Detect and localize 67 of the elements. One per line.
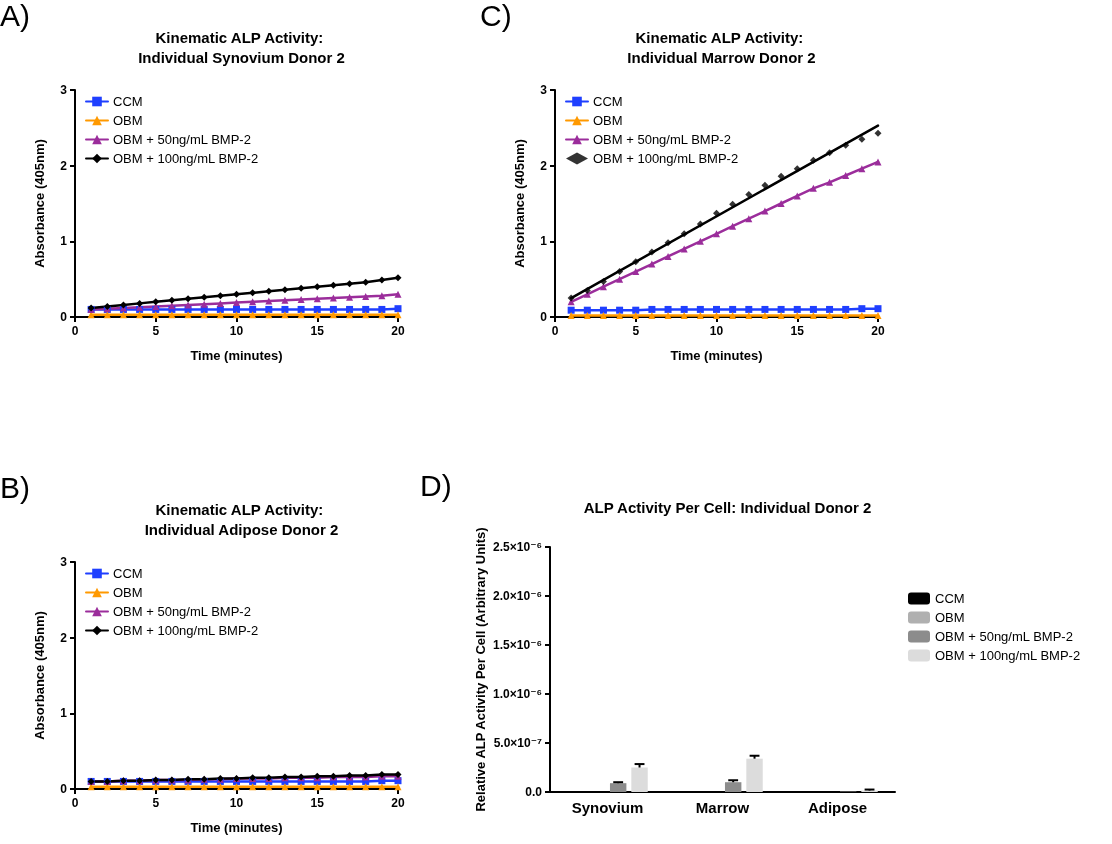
x-axis-title: Time (minutes): [190, 347, 283, 363]
x-tick-label: 20: [391, 796, 405, 810]
x-tick-label: 5: [152, 796, 160, 810]
x-axis-title: Time (minutes): [190, 819, 283, 835]
chart-title: ALP Activity Per Cell: Individual Donor 2: [583, 498, 872, 516]
text: A): [0, 0, 30, 32]
text: B): [0, 470, 30, 504]
y-tick-label: 3: [540, 83, 548, 97]
y-axis-title: Absorbance (405nm): [31, 139, 47, 268]
y-tick-label: 1: [60, 234, 68, 249]
y-tick-label: 5.0×10⁻⁷: [493, 736, 543, 750]
y-tick-label: 1.5×10⁻⁶: [493, 638, 542, 652]
legend-label: OBM + 100ng/mL BMP-2: [113, 623, 259, 638]
y-tick-label: 2: [60, 630, 68, 645]
y-axis-title: Relative ALP Activity Per Cell (Arbitrary Units): [472, 527, 488, 812]
legend-label: OBM + 100ng/mL BMP-2: [113, 151, 259, 166]
y-axis-title: Absorbance (405nm): [511, 139, 527, 268]
y-axis-title: Absorbance (405nm): [31, 611, 47, 740]
x-tick-label: 10: [229, 796, 244, 810]
x-tick-label: 10: [229, 324, 244, 338]
x-tick-label: Marrow: [695, 799, 750, 816]
x-tick-label: 0: [71, 796, 79, 810]
x-tick-label: 20: [391, 324, 405, 338]
y-tick-label: 2: [60, 158, 68, 173]
y-tick-label: 3: [60, 555, 68, 569]
x-tick-label: 5: [632, 324, 640, 338]
y-tick-label: 3: [60, 83, 68, 97]
text: D): [420, 468, 452, 502]
y-tick-label: 0: [60, 310, 68, 324]
x-tick-label: 15: [310, 796, 325, 810]
x-tick-label: 10: [709, 324, 724, 338]
x-tick-label: 15: [790, 324, 805, 338]
legend-label: CCM: [113, 94, 143, 109]
y-tick-label: 1: [60, 706, 68, 721]
y-tick-label: 2.5×10⁻⁶: [493, 540, 542, 554]
y-tick-label: 1.0×10⁻⁶: [493, 687, 542, 701]
chart-title: Kinematic ALP Activity: Individual Adipose Donor 2: [144, 500, 339, 538]
legend-label: OBM + 100ng/mL BMP-2: [593, 151, 739, 166]
legend-label: OBM: [113, 113, 143, 128]
text: C): [480, 0, 512, 32]
legend-label: OBM + 50ng/mL BMP-2: [113, 132, 251, 147]
legend-label: OBM + 50ng/mL BMP-2: [113, 604, 251, 619]
x-tick-label: 5: [152, 324, 160, 338]
legend-label: CCM: [113, 566, 143, 581]
y-tick-label: 0: [540, 310, 548, 324]
y-tick-label: 0.0: [525, 785, 543, 799]
x-tick-label: Synovium: [571, 799, 644, 816]
y-tick-label: 2: [540, 158, 548, 173]
y-tick-label: 0: [60, 782, 68, 796]
legend-label: OBM + 100ng/mL BMP-2: [935, 648, 1081, 663]
legend-label: CCM: [935, 591, 965, 606]
y-tick-label: 1: [540, 234, 548, 249]
x-tick-label: 20: [871, 324, 885, 338]
x-tick-label: 15: [310, 324, 325, 338]
legend-label: CCM: [593, 94, 623, 109]
chart-title: Kinematic ALP Activity: Individual Marrow Donor 2: [627, 28, 816, 66]
x-tick-label: 0: [71, 324, 79, 338]
legend-label: OBM: [935, 610, 965, 625]
x-tick-label: Adipose: [807, 799, 868, 816]
legend-label: OBM: [113, 585, 143, 600]
chart-title: Kinematic ALP Activity: Individual Synovium Donor 2: [138, 28, 345, 66]
legend-label: OBM: [593, 113, 623, 128]
y-tick-label: 2.0×10⁻⁶: [493, 589, 542, 603]
legend-label: OBM + 50ng/mL BMP-2: [935, 629, 1073, 644]
x-tick-label: 0: [551, 324, 559, 338]
x-axis-title: Time (minutes): [670, 347, 763, 363]
legend-label: OBM + 50ng/mL BMP-2: [593, 132, 731, 147]
